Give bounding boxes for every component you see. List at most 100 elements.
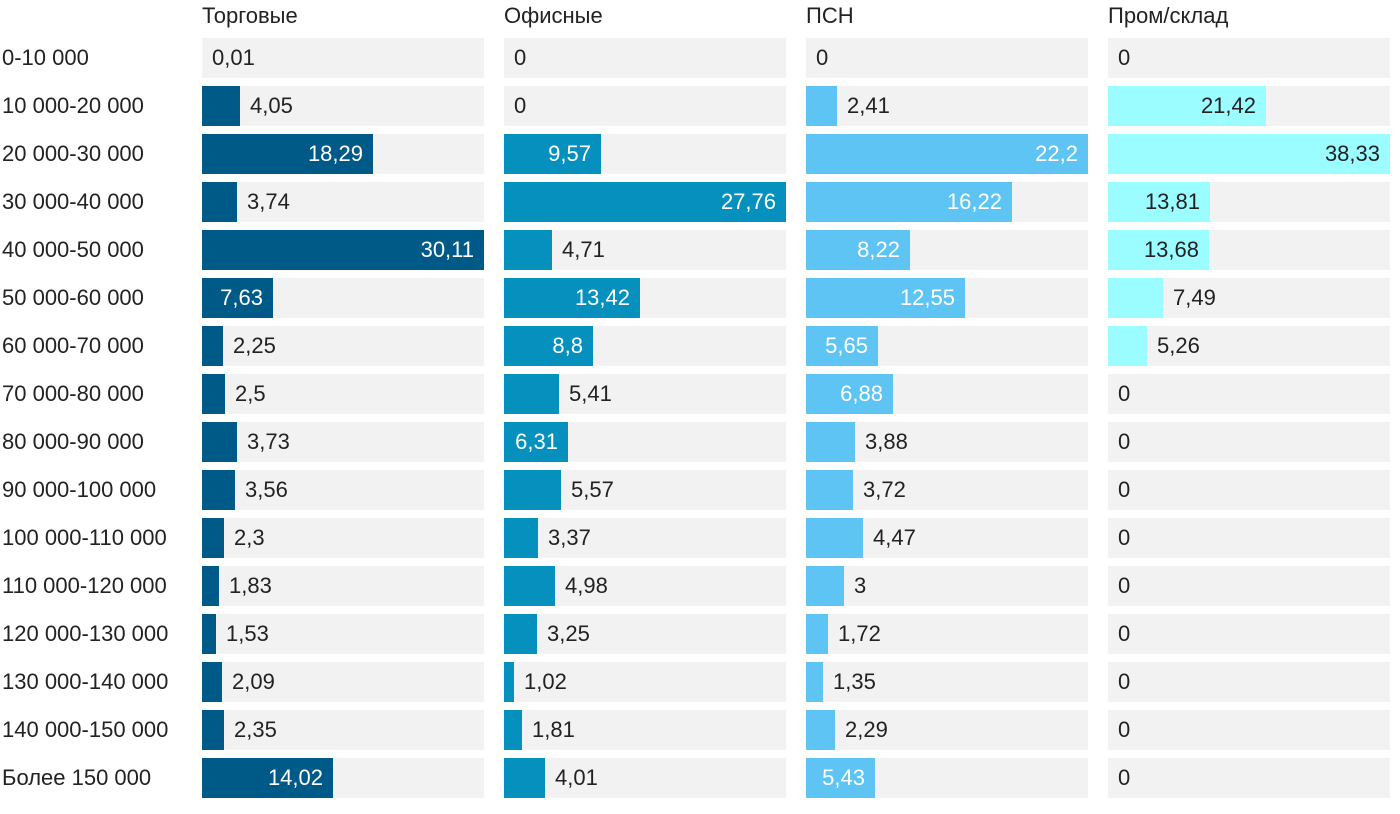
bar: [504, 710, 522, 750]
bar-track: 2,09: [202, 662, 484, 702]
bar-track: 30,11: [202, 230, 484, 270]
bar-track: 0: [1108, 38, 1390, 78]
value-label: 2,41: [847, 93, 890, 118]
bar-track: 2,41: [806, 86, 1088, 126]
bar: [202, 710, 224, 750]
value-label: 12,55: [899, 285, 955, 310]
bar: [806, 470, 853, 510]
value-label: 2,5: [235, 381, 266, 406]
value-label: 1,81: [532, 717, 575, 742]
bar-track: 18,29: [202, 134, 484, 174]
bar: [504, 566, 555, 606]
bar: [1108, 134, 1390, 174]
value-label: 6,88: [840, 381, 883, 406]
bar: [202, 278, 273, 318]
value-label: 3,56: [245, 477, 288, 502]
bar: [806, 758, 875, 798]
value-label: 0: [514, 45, 527, 70]
value-label: 3,88: [865, 429, 908, 454]
bar-track: 1,72: [806, 614, 1088, 654]
bar-track: 7,63: [202, 278, 484, 318]
category-label: 70 000-80 000: [2, 381, 144, 406]
value-label: 0: [1118, 573, 1131, 598]
bar-track: 14,02: [202, 758, 484, 798]
bar-track: 6,31: [504, 422, 786, 462]
bar: [806, 566, 844, 606]
category-label: 40 000-50 000: [2, 237, 144, 262]
bar-track: 0: [1108, 374, 1390, 414]
bar-track: 5,26: [1108, 326, 1390, 366]
value-label: 0: [1118, 669, 1131, 694]
value-label: 2,3: [234, 525, 265, 550]
bar-track: 2,29: [806, 710, 1088, 750]
bar-track: 21,42: [1108, 86, 1390, 126]
value-label: 16,22: [946, 189, 1002, 214]
bar-track: 0: [1108, 758, 1390, 798]
bar-track: 4,98: [504, 566, 786, 606]
bar: [806, 662, 823, 702]
bar: [806, 614, 828, 654]
category-label: 10 000-20 000: [2, 93, 144, 118]
value-label: 4,47: [873, 525, 916, 550]
bar-track: 13,42: [504, 278, 786, 318]
bar-track: 12,55: [806, 278, 1088, 318]
value-label: 0,01: [212, 45, 255, 70]
category-label: 50 000-60 000: [2, 285, 144, 310]
series-title: Торговые: [202, 3, 298, 28]
bar-track: 3,73: [202, 422, 484, 462]
bar: [504, 326, 593, 366]
bar: [504, 182, 786, 222]
bar-track: 3,88: [806, 422, 1088, 462]
bar: [504, 422, 568, 462]
category-label: 20 000-30 000: [2, 141, 144, 166]
bar-track: 0: [1108, 566, 1390, 606]
value-label: 8,8: [552, 333, 583, 358]
value-label: 38,33: [1324, 141, 1380, 166]
value-label: 7,63: [220, 285, 263, 310]
bar-track: 3: [806, 566, 1088, 606]
bar-track: 3,74: [202, 182, 484, 222]
bar-track: 4,47: [806, 518, 1088, 558]
value-label: 2,29: [845, 717, 888, 742]
value-label: 18,29: [307, 141, 363, 166]
bar: [202, 326, 223, 366]
value-label: 22,2: [1035, 141, 1078, 166]
value-label: 2,25: [233, 333, 276, 358]
bar-track: 3,56: [202, 470, 484, 510]
category-label: 130 000-140 000: [2, 669, 169, 694]
bar-track: 0,01: [202, 38, 484, 78]
value-label: 0: [1118, 717, 1131, 742]
bar-track: 6,88: [806, 374, 1088, 414]
category-label: 0-10 000: [2, 45, 89, 70]
bar-track: 4,05: [202, 86, 484, 126]
bar-track: 38,33: [1108, 134, 1390, 174]
bar: [202, 566, 219, 606]
bar-track: 5,65: [806, 326, 1088, 366]
value-label: 5,57: [571, 477, 614, 502]
value-label: 1,02: [524, 669, 567, 694]
value-label: 3: [854, 573, 867, 598]
value-label: 2,35: [234, 717, 277, 742]
bar-track: 0: [1108, 470, 1390, 510]
value-label: 4,71: [562, 237, 605, 262]
value-label: 0: [1118, 477, 1131, 502]
bar-track: 4,71: [504, 230, 786, 270]
category-label: 80 000-90 000: [2, 429, 144, 454]
bar-track: 16,22: [806, 182, 1088, 222]
bar-track: 4,01: [504, 758, 786, 798]
bar: [1108, 86, 1266, 126]
bar-track: 2,3: [202, 518, 484, 558]
bar: [806, 278, 965, 318]
bar: [806, 230, 910, 270]
bar: [202, 758, 333, 798]
value-label: 1,53: [226, 621, 269, 646]
bar-track: 27,76: [504, 182, 786, 222]
bar: [806, 134, 1088, 174]
value-label: 1,35: [833, 669, 876, 694]
bar: [504, 134, 601, 174]
bar-track: 1,53: [202, 614, 484, 654]
bar-track: 3,37: [504, 518, 786, 558]
value-label: 9,57: [548, 141, 591, 166]
bar-track: 2,5: [202, 374, 484, 414]
